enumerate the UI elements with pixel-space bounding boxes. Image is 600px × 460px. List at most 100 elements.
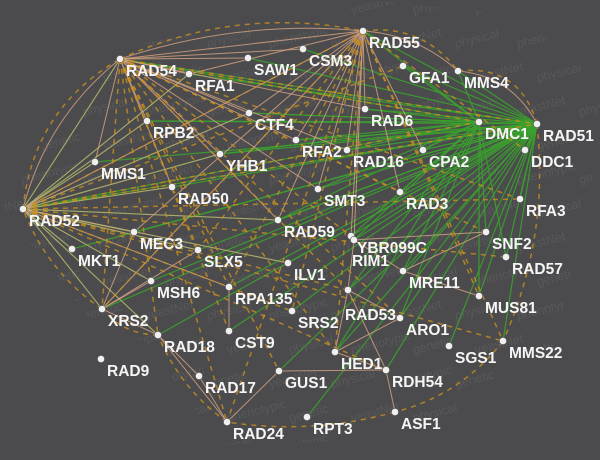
svg-text:phenotypic: phenotypic — [473, 0, 535, 17]
svg-text:physical: physical — [577, 94, 600, 119]
svg-text:yeastNet: yeastNet — [515, 365, 567, 391]
svg-text:phenotypic: phenotypic — [19, 295, 81, 323]
svg-text:physical: physical — [0, 162, 5, 187]
svg-text:ARO1: ARO1 — [406, 322, 449, 339]
svg-text:physical: physical — [0, 434, 5, 459]
svg-text:yeastNet: yeastNet — [101, 399, 153, 425]
svg-text:RAD6: RAD6 — [371, 113, 414, 130]
svg-text:yeastNet: yeastNet — [143, 433, 195, 459]
svg-text:XRS2: XRS2 — [108, 313, 149, 330]
svg-text:RPB2: RPB2 — [153, 125, 194, 142]
svg-text:ILV1: ILV1 — [294, 267, 326, 284]
svg-text:CPA2: CPA2 — [429, 154, 469, 171]
svg-text:SRS2: SRS2 — [298, 315, 339, 332]
svg-text:genetic: genetic — [577, 28, 600, 51]
svg-text:physical: physical — [163, 0, 210, 17]
svg-text:RAD3: RAD3 — [406, 196, 449, 213]
svg-text:YHB1: YHB1 — [226, 158, 268, 175]
svg-text:yeastNet: yeastNet — [19, 365, 71, 391]
svg-text:physical: physical — [163, 400, 210, 425]
svg-text:phenotypic: phenotypic — [19, 23, 81, 51]
svg-text:yeastNet: yeastNet — [349, 0, 401, 17]
svg-text:genetic: genetic — [577, 436, 600, 459]
svg-text:physical: physical — [39, 332, 86, 357]
svg-text:yeastNet: yeastNet — [0, 59, 29, 85]
svg-text:phenotypic: phenotypic — [19, 431, 81, 459]
svg-text:phenotypic: phenotypic — [473, 397, 535, 425]
svg-text:GFA1: GFA1 — [409, 70, 450, 87]
svg-text:MMS22: MMS22 — [509, 345, 562, 362]
svg-text:RAD17: RAD17 — [205, 380, 256, 397]
svg-text:RFA1: RFA1 — [195, 78, 235, 95]
svg-text:RAD52: RAD52 — [29, 213, 80, 230]
svg-text:physical: physical — [453, 26, 500, 51]
svg-text:MEC3: MEC3 — [140, 236, 183, 253]
svg-text:physical: physical — [205, 26, 252, 51]
svg-text:physical: physical — [81, 94, 128, 119]
svg-text:genetic: genetic — [535, 402, 578, 425]
svg-text:HED1: HED1 — [341, 356, 383, 373]
svg-text:phenotypic: phenotypic — [0, 125, 39, 153]
svg-text:RAD16: RAD16 — [353, 154, 404, 171]
svg-text:genetic: genetic — [81, 28, 124, 51]
svg-text:RPT3: RPT3 — [313, 421, 353, 438]
svg-text:genetic: genetic — [39, 402, 82, 425]
svg-text:SLX5: SLX5 — [204, 254, 243, 271]
svg-text:DMC1: DMC1 — [485, 126, 529, 143]
svg-text:genetic: genetic — [535, 0, 578, 17]
svg-text:MKT1: MKT1 — [78, 253, 121, 270]
svg-text:SNF2: SNF2 — [492, 236, 532, 253]
svg-text:CSM3: CSM3 — [309, 53, 352, 70]
svg-text:physical: physical — [0, 298, 5, 323]
svg-text:RAD53: RAD53 — [345, 307, 396, 324]
svg-text:yeastNet: yeastNet — [0, 331, 29, 357]
svg-text:SAW1: SAW1 — [254, 62, 298, 79]
svg-text:phenotypic: phenotypic — [0, 261, 39, 289]
svg-text:physical: physical — [411, 0, 458, 17]
svg-text:MUS81: MUS81 — [485, 300, 537, 317]
svg-text:physical: physical — [577, 366, 600, 391]
svg-text:RDH54: RDH54 — [392, 374, 443, 391]
svg-text:physical: physical — [0, 26, 5, 51]
svg-text:RAD9: RAD9 — [107, 363, 150, 380]
svg-text:yeastNet: yeastNet — [391, 433, 443, 459]
svg-text:RAD50: RAD50 — [178, 191, 229, 208]
svg-text:RAD24: RAD24 — [233, 426, 284, 443]
svg-text:SGS1: SGS1 — [455, 350, 497, 367]
svg-text:phenotypic: phenotypic — [0, 0, 39, 17]
svg-text:DDC1: DDC1 — [531, 154, 574, 171]
svg-text:RAD55: RAD55 — [369, 35, 420, 52]
svg-text:genetic: genetic — [329, 436, 372, 459]
svg-text:genetic: genetic — [39, 266, 82, 289]
svg-text:RAD51: RAD51 — [543, 128, 594, 145]
svg-text:phenotypic: phenotypic — [515, 23, 577, 51]
svg-text:RAD57: RAD57 — [512, 261, 563, 278]
svg-text:ASF1: ASF1 — [401, 416, 441, 433]
svg-text:RAD18: RAD18 — [164, 339, 215, 356]
svg-text:MRE11: MRE11 — [409, 275, 460, 292]
svg-text:MMS4: MMS4 — [464, 75, 509, 92]
svg-text:GUS1: GUS1 — [285, 375, 328, 392]
svg-text:RFA2: RFA2 — [302, 144, 342, 161]
svg-text:RAD59: RAD59 — [284, 224, 335, 241]
svg-text:physical: physical — [453, 434, 500, 459]
svg-text:phenotypic: phenotypic — [0, 397, 39, 425]
svg-text:genetic: genetic — [287, 0, 330, 17]
svg-text:RFA3: RFA3 — [526, 203, 566, 220]
svg-text:genetic: genetic — [39, 0, 82, 17]
svg-text:phenotypic: phenotypic — [515, 431, 577, 459]
svg-text:RIM1: RIM1 — [352, 253, 389, 270]
svg-text:CTF4: CTF4 — [255, 117, 294, 134]
svg-text:physical: physical — [535, 60, 582, 85]
svg-text:SMT3: SMT3 — [324, 193, 366, 210]
svg-text:MMS1: MMS1 — [101, 166, 146, 183]
svg-text:RAD54: RAD54 — [126, 63, 177, 80]
svg-text:yeastNet: yeastNet — [143, 25, 195, 51]
svg-text:MSH6: MSH6 — [157, 285, 200, 302]
svg-text:genetic: genetic — [81, 436, 124, 459]
svg-text:yeastNet: yeastNet — [225, 195, 277, 221]
svg-text:physical: physical — [39, 60, 86, 85]
svg-text:CST9: CST9 — [235, 335, 275, 352]
svg-text:genetic: genetic — [577, 300, 600, 323]
svg-text:physical: physical — [577, 230, 600, 255]
